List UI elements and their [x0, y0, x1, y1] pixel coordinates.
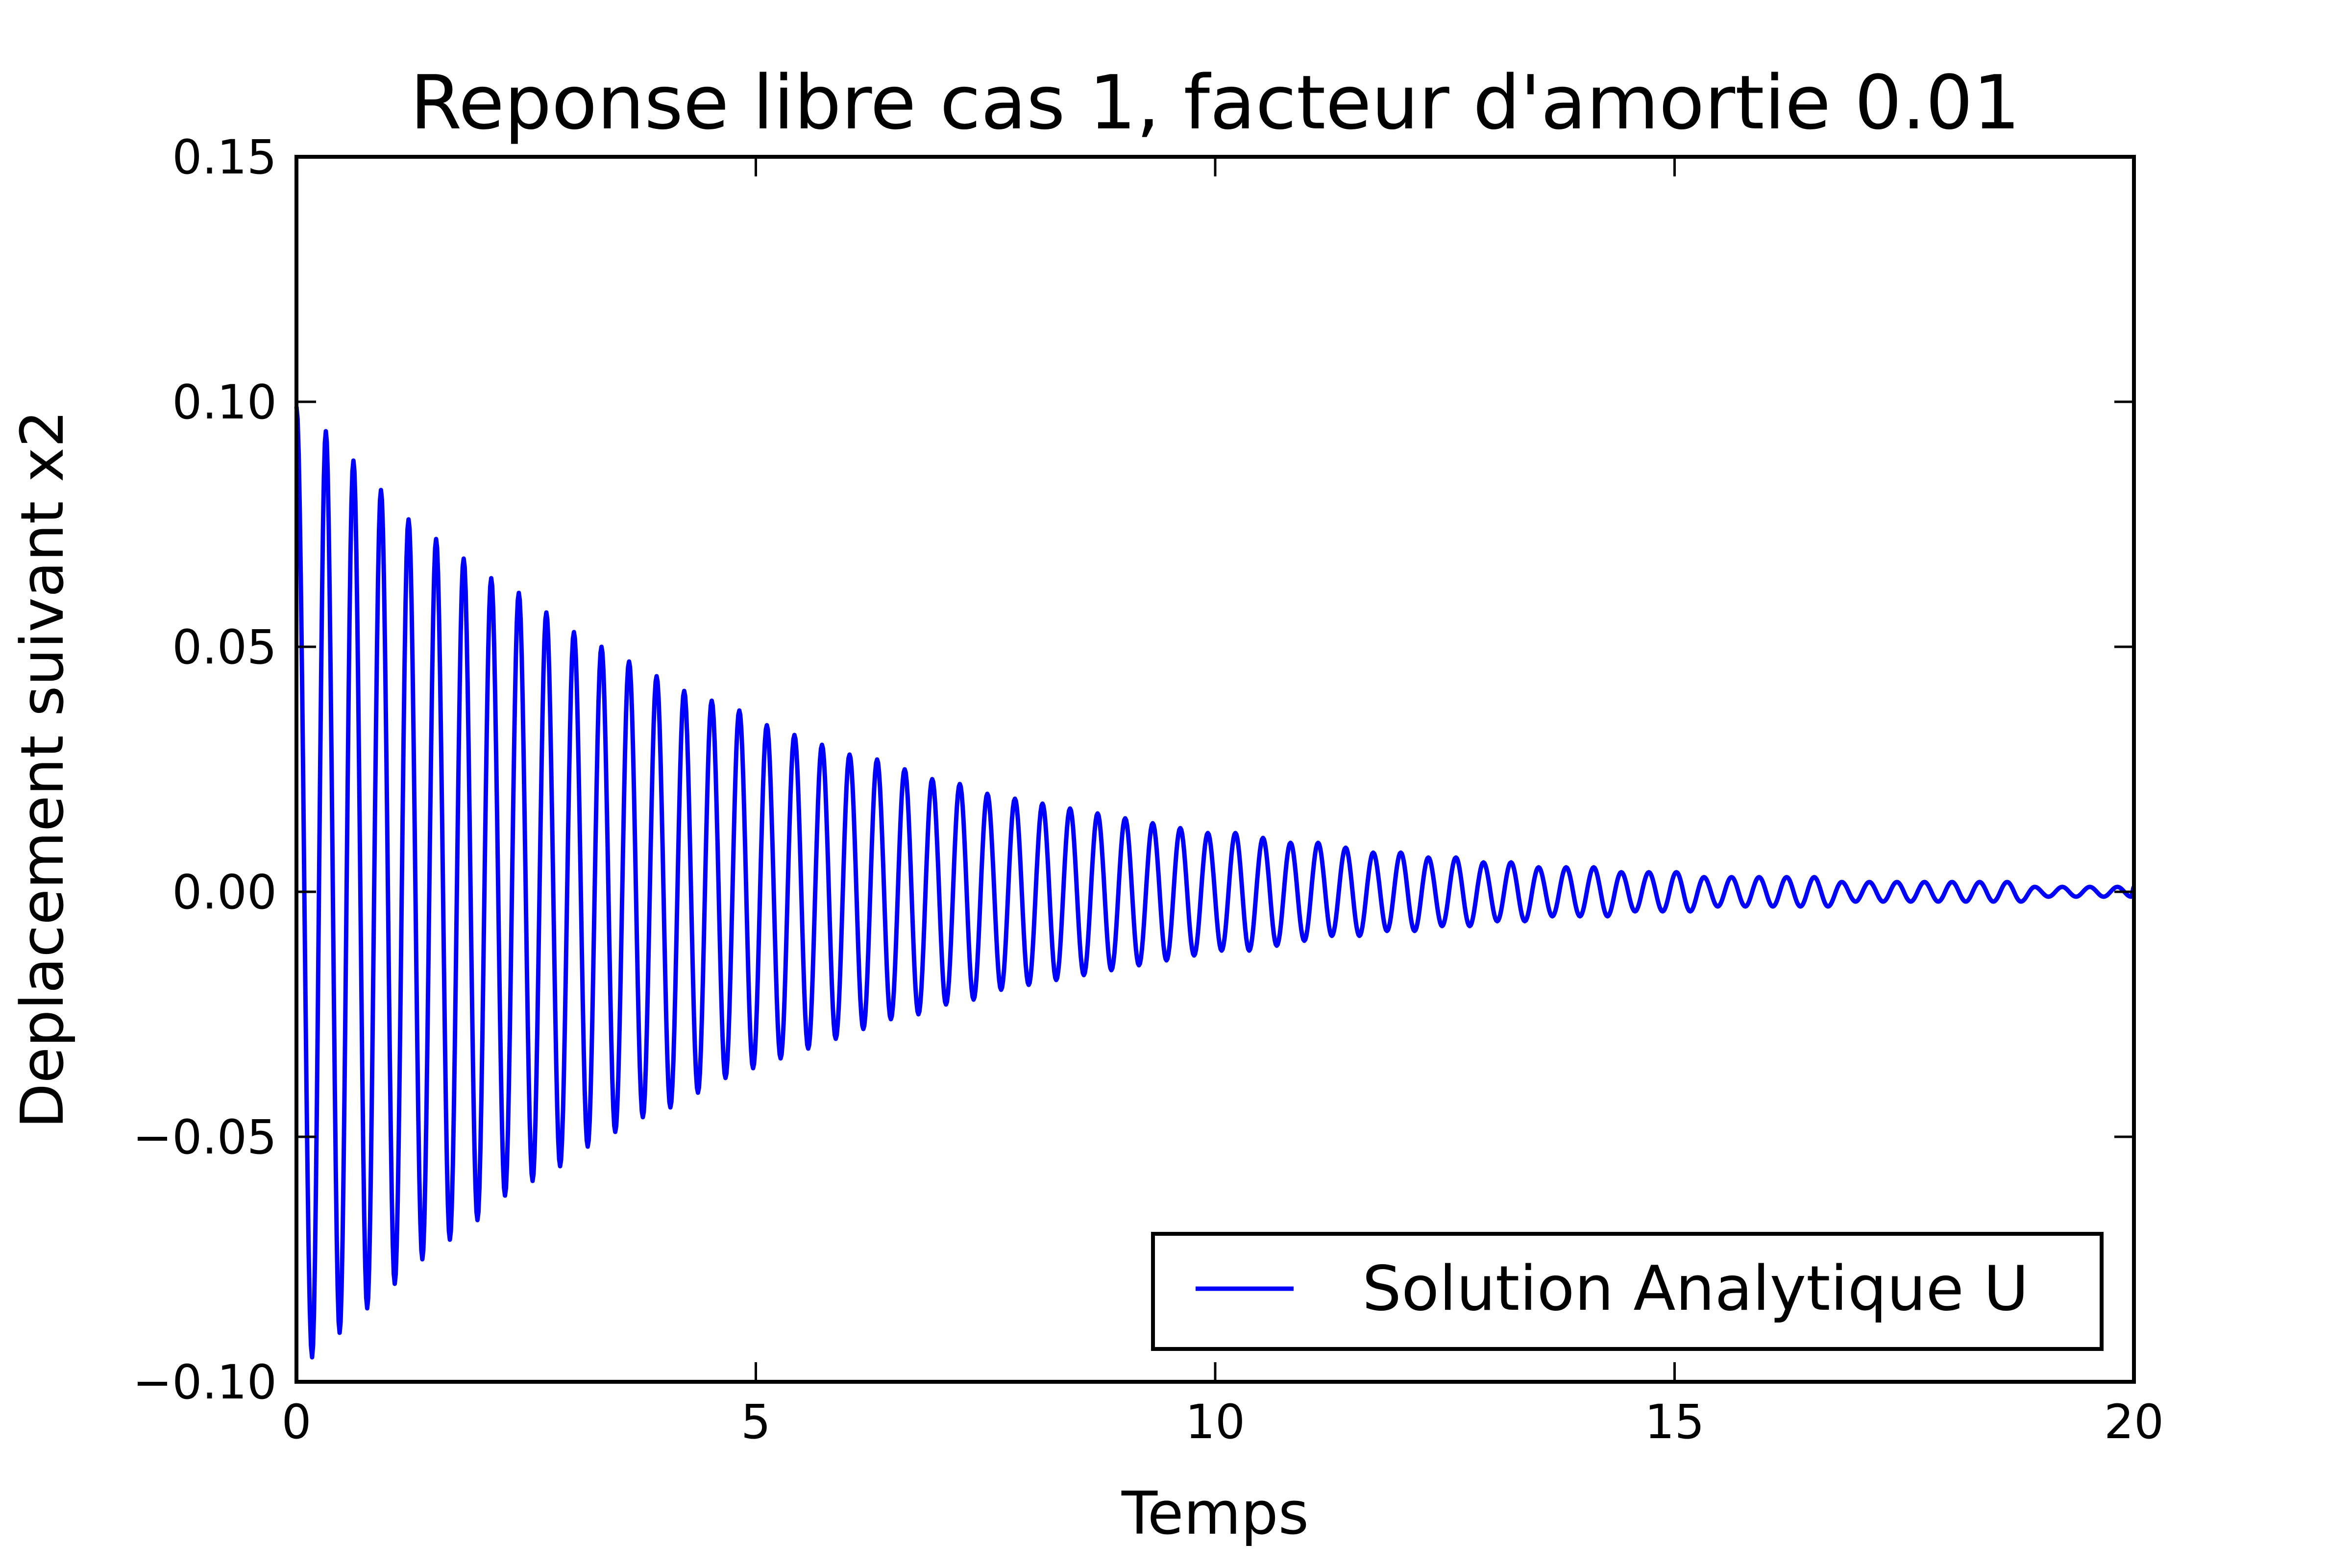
plot-frame — [294, 155, 2136, 1384]
x-tick-label: 5 — [741, 1395, 771, 1449]
chart-title: Reponse libre cas 1, facteur d'amortie 0… — [410, 59, 2020, 146]
x-tick-label: 15 — [1644, 1395, 1704, 1449]
x-tick-label: 10 — [1185, 1395, 1245, 1449]
y-tick-label: 0.15 — [172, 130, 277, 185]
y-tick-label: 0.05 — [172, 620, 277, 675]
axis-ticks: 0 5 10 15 20 0.15 0.10 0.05 0.00 −0.05 −0.10 — [133, 130, 2164, 1449]
x-tick-label: 0 — [281, 1395, 311, 1449]
legend: Solution Analytique U — [1151, 1232, 2104, 1351]
legend-box — [1151, 1232, 2104, 1351]
y-axis-label: Deplacement suivant x2 — [9, 410, 77, 1128]
x-tick-label: 20 — [2104, 1395, 2164, 1449]
legend-label: Solution Analytique U — [1362, 1252, 2029, 1324]
x-axis-label: Temps — [1121, 1480, 1309, 1548]
y-tick-label: 0.00 — [172, 865, 277, 920]
y-tick-label: −0.10 — [133, 1355, 277, 1410]
plot-area — [294, 406, 2136, 1360]
series-line-0 — [294, 406, 2136, 1360]
y-tick-label: −0.05 — [133, 1110, 277, 1165]
y-tick-label: 0.10 — [172, 375, 277, 430]
